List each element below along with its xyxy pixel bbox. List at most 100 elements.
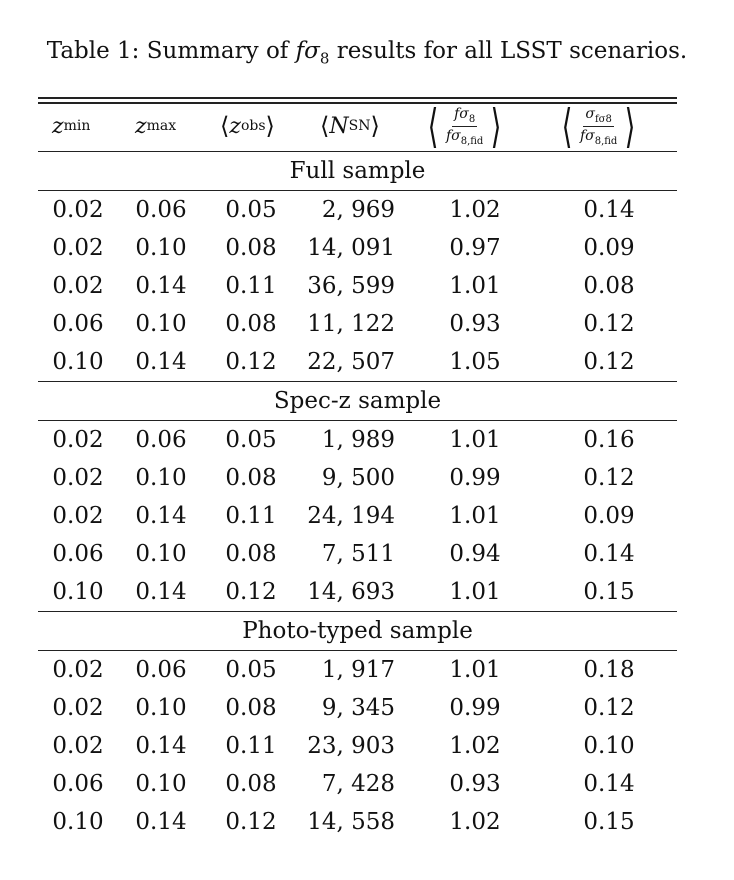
cell-zobs: 0.08 [225, 695, 277, 721]
header-ratio-den-sub: 8,fid [460, 135, 484, 147]
cell-zmin: 0.06 [52, 541, 104, 567]
header-nsn: ⟨ N SN ⟩ [320, 100, 380, 152]
header-error-num-sub: fσ8 [594, 113, 612, 125]
cell-zmin: 0.10 [52, 579, 104, 605]
header-error: ⟨ σfσ8 fσ8,fid ⟩ [558, 100, 639, 152]
cell-zmin: 0.02 [52, 427, 104, 453]
table-row: 0.02 0.10 0.08 9, 345 0.99 0.12 [0, 689, 734, 727]
cell-zobs: 0.11 [225, 273, 277, 299]
cell-ratio: 1.01 [449, 427, 501, 453]
table-row: 0.06 0.10 0.08 7, 428 0.93 0.14 [0, 765, 734, 803]
header-zmin: z min [52, 100, 90, 152]
cell-ratio: 0.99 [449, 465, 501, 491]
cell-zobs: 0.12 [225, 579, 277, 605]
cell-ratio: 1.01 [449, 273, 501, 299]
header-zobs-sub: obs [240, 118, 266, 134]
caption-suffix: results for all LSST scenarios. [329, 38, 688, 64]
cell-nsn: 9, 345 [321, 695, 395, 721]
table-row: 0.02 0.10 0.08 14, 091 0.97 0.09 [0, 229, 734, 267]
section-end-rule-full [38, 381, 677, 383]
header-bottom-rule [38, 151, 677, 153]
header-error-rangle: ⟩ [624, 99, 636, 153]
cell-zobs: 0.08 [225, 465, 277, 491]
cell-ratio: 1.01 [449, 579, 501, 605]
table-row: 0.02 0.06 0.05 1, 989 1.01 0.16 [0, 421, 734, 459]
cell-zmin: 0.06 [52, 771, 104, 797]
cell-error: 0.09 [583, 235, 635, 261]
cell-zobs: 0.08 [225, 771, 277, 797]
cell-zmax: 0.10 [135, 311, 187, 337]
cell-zmin: 0.02 [52, 695, 104, 721]
header-ratio-num: fσ [454, 105, 469, 122]
top-rule-2 [38, 102, 677, 104]
header-error-den: fσ [579, 127, 595, 144]
table-row: 0.10 0.14 0.12 22, 507 1.05 0.12 [0, 343, 734, 381]
header-zmax-sub: max [146, 118, 177, 134]
cell-nsn: 1, 917 [321, 657, 395, 683]
cell-nsn: 1, 989 [321, 427, 395, 453]
cell-error: 0.12 [583, 349, 635, 375]
header-nsn-langle: ⟨ [320, 112, 330, 140]
cell-error: 0.08 [583, 273, 635, 299]
table-caption: Table 1: Summary of fσ8 results for all … [0, 38, 734, 68]
cell-error: 0.10 [583, 733, 635, 759]
table-row: 0.06 0.10 0.08 11, 122 0.93 0.12 [0, 305, 734, 343]
top-rule-1 [38, 97, 677, 99]
cell-zmax: 0.06 [135, 197, 187, 223]
cell-zmax: 0.10 [135, 541, 187, 567]
cell-error: 0.14 [583, 197, 635, 223]
cell-zmin: 0.02 [52, 465, 104, 491]
cell-zmax: 0.14 [135, 809, 187, 835]
cell-nsn: 14, 693 [307, 579, 395, 605]
header-zmax: z max [135, 100, 176, 152]
cell-error: 0.18 [583, 657, 635, 683]
cell-error: 0.09 [583, 503, 635, 529]
cell-zmax: 0.14 [135, 503, 187, 529]
header-ratio-den: fσ [445, 127, 461, 144]
cell-zmax: 0.14 [135, 273, 187, 299]
header-zmin-var: z [52, 113, 64, 139]
cell-zmax: 0.10 [135, 695, 187, 721]
cell-error: 0.12 [583, 311, 635, 337]
section-rule-phototyped [38, 650, 677, 652]
cell-zmin: 0.02 [52, 733, 104, 759]
cell-error: 0.12 [583, 465, 635, 491]
cell-ratio: 1.02 [449, 197, 501, 223]
cell-zmax: 0.10 [135, 235, 187, 261]
header-zmin-sub: min [63, 118, 91, 134]
cell-error: 0.15 [583, 579, 635, 605]
cell-ratio: 1.01 [449, 503, 501, 529]
cell-zobs: 0.11 [225, 733, 277, 759]
caption-f: f [295, 38, 305, 64]
section-title-specz: Spec-z sample [273, 388, 442, 414]
cell-zobs: 0.12 [225, 809, 277, 835]
cell-zmax: 0.06 [135, 427, 187, 453]
cell-zobs: 0.08 [225, 235, 277, 261]
cell-nsn: 7, 428 [321, 771, 395, 797]
header-zobs-var: z [229, 113, 241, 139]
header-zobs-rangle: ⟩ [265, 112, 275, 140]
cell-zmax: 0.14 [135, 349, 187, 375]
cell-nsn: 14, 558 [307, 809, 395, 835]
cell-nsn: 24, 194 [307, 503, 395, 529]
cell-zobs: 0.05 [225, 427, 277, 453]
cell-zmax: 0.10 [135, 771, 187, 797]
cell-zmin: 0.02 [52, 197, 104, 223]
table-row: 0.10 0.14 0.12 14, 693 1.01 0.15 [0, 573, 734, 611]
cell-ratio: 1.05 [449, 349, 501, 375]
cell-zobs: 0.08 [225, 541, 277, 567]
header-error-langle: ⟨ [561, 99, 573, 153]
cell-ratio: 0.93 [449, 311, 501, 337]
cell-zobs: 0.12 [225, 349, 277, 375]
table-row: 0.02 0.14 0.11 36, 599 1.01 0.08 [0, 267, 734, 305]
cell-zmax: 0.06 [135, 657, 187, 683]
table-row: 0.06 0.10 0.08 7, 511 0.94 0.14 [0, 535, 734, 573]
header-error-den-sub: 8,fid [594, 135, 618, 147]
cell-ratio: 1.01 [449, 657, 501, 683]
table-row: 0.02 0.14 0.11 24, 194 1.01 0.09 [0, 497, 734, 535]
header-nsn-sub: SN [348, 118, 371, 134]
table-row: 0.02 0.06 0.05 1, 917 1.01 0.18 [0, 651, 734, 689]
cell-error: 0.14 [583, 771, 635, 797]
header-zmax-var: z [135, 113, 147, 139]
cell-error: 0.12 [583, 695, 635, 721]
